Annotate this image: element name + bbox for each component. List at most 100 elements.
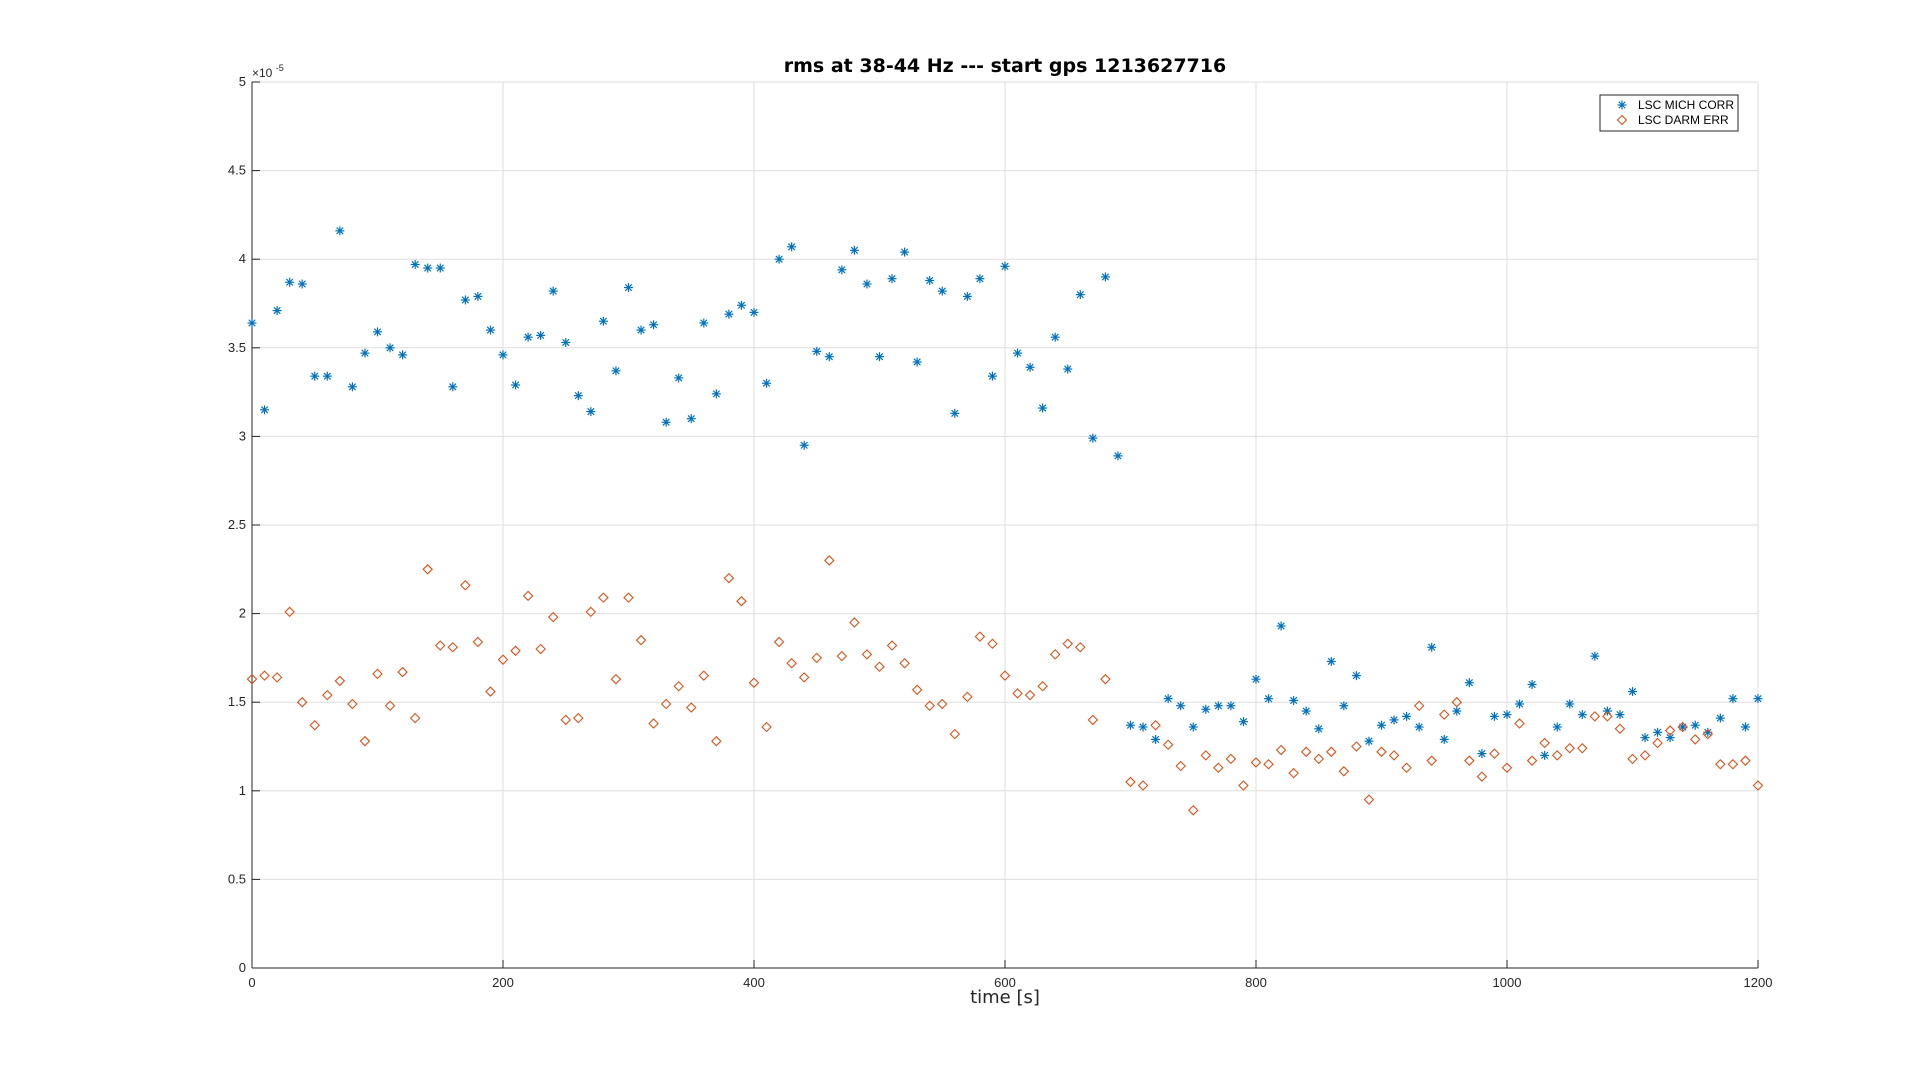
data-point-darm-err (962, 691, 973, 703)
data-point-mich-corr (498, 350, 508, 360)
series-mich-corr (247, 226, 1763, 760)
data-point-mich-corr (1000, 261, 1010, 271)
data-point-darm-err (573, 712, 584, 724)
data-point-mich-corr (1464, 678, 1474, 688)
data-point-mich-corr (598, 316, 608, 326)
series-darm-err (246, 555, 1764, 816)
data-point-darm-err (987, 638, 998, 650)
data-point-mich-corr (260, 405, 270, 415)
data-point-mich-corr (1715, 713, 1725, 723)
y-multiplier-base: ×10 (252, 66, 273, 80)
data-point-mich-corr (1740, 722, 1750, 732)
data-point-darm-err (246, 673, 258, 685)
data-point-mich-corr (1013, 348, 1023, 358)
data-point-mich-corr (1075, 290, 1085, 300)
data-point-mich-corr (1188, 722, 1198, 732)
data-point-mich-corr (824, 352, 834, 362)
data-point-mich-corr (1477, 749, 1487, 759)
data-point-mich-corr (385, 343, 395, 353)
data-point-darm-err (1652, 737, 1663, 749)
data-point-mich-corr (548, 286, 558, 296)
data-point-mich-corr (849, 245, 859, 255)
data-point-darm-err (949, 728, 961, 740)
data-point-darm-err (1426, 755, 1437, 766)
data-point-darm-err (798, 672, 810, 683)
data-point-mich-corr (1565, 699, 1575, 709)
data-point-darm-err (836, 650, 848, 662)
data-point-darm-err (1602, 711, 1613, 722)
data-point-mich-corr (749, 307, 759, 317)
data-point-mich-corr (1502, 710, 1512, 720)
data-point-mich-corr (1402, 711, 1412, 721)
data-point-mich-corr (1389, 715, 1399, 725)
data-point-darm-err (535, 643, 546, 655)
data-point-mich-corr (887, 274, 897, 284)
data-point-darm-err (1100, 673, 1111, 685)
data-point-mich-corr (1590, 651, 1600, 661)
data-point-mich-corr (1326, 656, 1336, 666)
data-point-darm-err (1627, 753, 1638, 765)
data-point-darm-err (598, 592, 609, 603)
data-point-mich-corr (837, 265, 847, 275)
data-point-darm-err (1413, 700, 1425, 712)
data-point-mich-corr (1276, 621, 1286, 631)
data-point-darm-err (1664, 725, 1676, 736)
data-point-darm-err (1489, 748, 1500, 759)
data-point-darm-err (723, 572, 735, 584)
data-point-darm-err (1338, 766, 1350, 777)
data-point-mich-corr (1351, 671, 1361, 681)
data-point-mich-corr (485, 325, 495, 335)
data-point-darm-err (1577, 742, 1588, 754)
axes (251, 81, 1759, 969)
data-point-mich-corr (1201, 704, 1211, 714)
data-point-mich-corr (674, 373, 684, 383)
data-point-mich-corr (1640, 733, 1650, 743)
y-tick-label: 0 (239, 960, 246, 975)
data-point-mich-corr (937, 286, 947, 296)
data-point-mich-corr (1577, 710, 1587, 720)
data-point-mich-corr (1339, 701, 1349, 711)
y-tick-label: 3.5 (228, 340, 246, 355)
data-point-darm-err (1740, 755, 1751, 766)
data-point-mich-corr (435, 263, 445, 273)
data-point-mich-corr (1439, 734, 1449, 744)
y-tick-label: 3 (239, 428, 246, 443)
data-point-darm-err (748, 677, 760, 688)
data-point-mich-corr (1238, 717, 1248, 727)
data-point-darm-err (1275, 744, 1287, 756)
data-point-mich-corr (1213, 701, 1223, 711)
data-point-mich-corr (636, 325, 646, 335)
legend-box (1599, 94, 1739, 132)
data-point-darm-err (585, 606, 597, 618)
data-point-darm-err (924, 700, 935, 712)
data-point-mich-corr (1088, 433, 1098, 443)
data-point-mich-corr (1653, 727, 1663, 737)
data-point-mich-corr (962, 291, 972, 301)
data-point-darm-err (485, 686, 496, 697)
data-point-darm-err (974, 631, 986, 642)
data-point-darm-err (711, 735, 722, 747)
data-point-mich-corr (1728, 694, 1738, 704)
tick-labels: 0 200 400 600 800 1000 1200 0 0.5 1 1.5 2 2.5 3 3.5 4 4.… (228, 74, 1773, 990)
data-point-mich-corr (1427, 642, 1437, 652)
data-point-darm-err (1752, 780, 1764, 791)
data-point-mich-corr (787, 242, 797, 252)
data-point-mich-corr (297, 279, 307, 289)
data-point-darm-err (296, 696, 308, 708)
data-point-darm-err (874, 661, 885, 673)
x-tick-label: 400 (743, 975, 765, 990)
x-tick-label: 800 (1245, 975, 1267, 990)
data-point-darm-err (1401, 762, 1412, 774)
data-point-mich-corr (1151, 734, 1161, 744)
data-point-darm-err (1551, 750, 1563, 761)
data-point-mich-corr (1126, 720, 1135, 730)
data-point-darm-err (886, 640, 898, 651)
data-point-mich-corr (762, 378, 772, 388)
data-point-darm-err (1075, 641, 1086, 653)
data-point-darm-err (1689, 734, 1701, 745)
data-point-mich-corr (247, 318, 257, 328)
data-point-darm-err (736, 595, 747, 607)
data-point-mich-corr (1025, 362, 1035, 372)
data-point-darm-err (372, 668, 383, 680)
data-point-mich-corr (1452, 706, 1462, 716)
